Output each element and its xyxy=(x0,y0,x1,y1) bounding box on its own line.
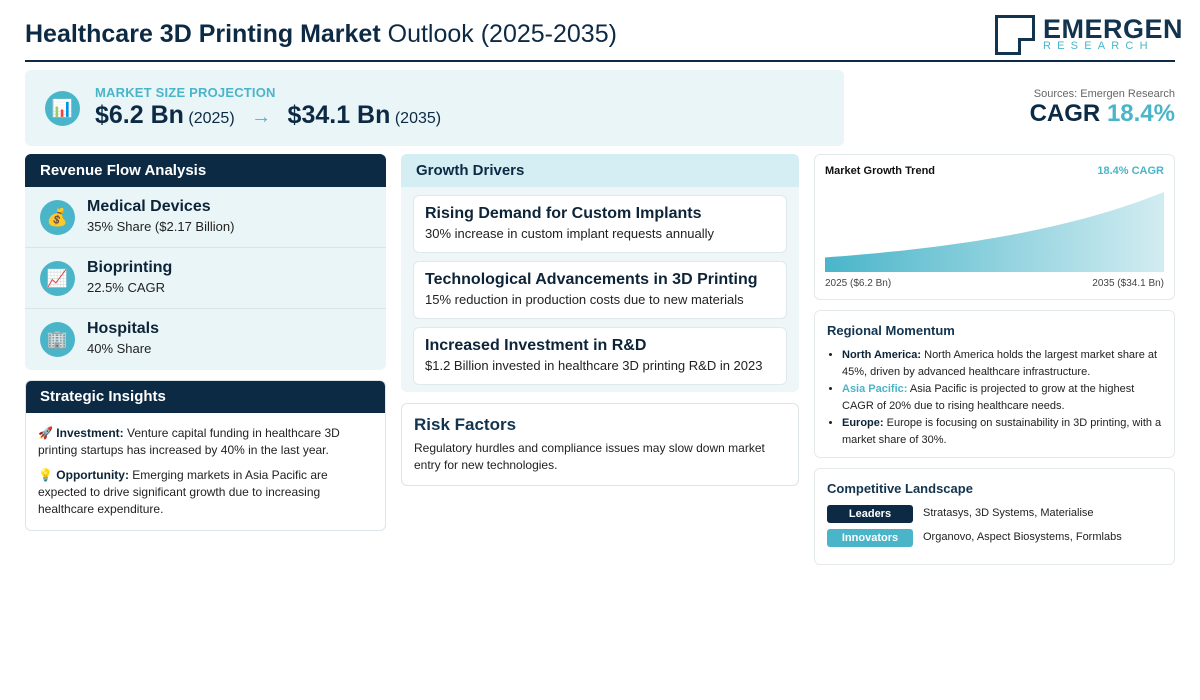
trend-end-label: 2035 ($34.1 Bn) xyxy=(1092,278,1164,289)
list-item: Asia Pacific: Asia Pacific is projected … xyxy=(842,381,1162,414)
start-value: $6.2 Bn xyxy=(95,101,184,129)
regional-momentum-title: Regional Momentum xyxy=(827,323,955,338)
trend-title: Market Growth Trend xyxy=(825,165,936,177)
growth-drivers-title: Growth Drivers xyxy=(401,154,799,187)
rocket-icon: 🚀 xyxy=(38,426,53,440)
revenue-item-desc: 35% Share ($2.17 Billion) xyxy=(87,219,235,234)
growth-driver-card: Technological Advancements in 3D Printin… xyxy=(413,261,787,319)
end-value: $34.1 Bn xyxy=(287,101,391,129)
driver-desc: 30% increase in custom implant requests … xyxy=(425,226,715,241)
revenue-item-desc: 22.5% CAGR xyxy=(87,280,166,295)
insight-label: Investment: xyxy=(56,426,124,440)
region-name: Europe: xyxy=(842,417,884,429)
logo-name: EMERGEN xyxy=(1043,14,1184,44)
revenue-item-name: Bioprinting xyxy=(87,259,173,276)
page-header: Healthcare 3D Printing Market Outlook (2… xyxy=(25,14,1183,62)
growth-driver-card: Rising Demand for Custom Implants 30% in… xyxy=(413,195,787,253)
revenue-item: 📈 Bioprinting 22.5% CAGR xyxy=(25,248,386,309)
insight-label: Opportunity: xyxy=(56,468,129,482)
revenue-item: 💰 Medical Devices 35% Share ($2.17 Billi… xyxy=(25,187,386,248)
region-name: Asia Pacific: xyxy=(842,383,908,395)
page-title: Healthcare 3D Printing Market Outlook (2… xyxy=(25,20,617,49)
risk-factors-desc: Regulatory hurdles and compliance issues… xyxy=(414,441,765,472)
growth-driver-card: Increased Investment in R&D $1.2 Billion… xyxy=(413,327,787,385)
revenue-item-name: Hospitals xyxy=(87,320,160,337)
bar-chart-icon: 📊 xyxy=(45,91,80,126)
region-text: Asia Pacific is projected to grow at the… xyxy=(842,383,1135,412)
insight-text: Venture capital funding in healthcare 3D… xyxy=(38,426,340,457)
strategic-insights-title: Strategic Insights xyxy=(26,381,385,413)
end-year: (2035) xyxy=(394,110,442,127)
risk-factors-panel: Risk Factors Regulatory hurdles and comp… xyxy=(401,403,799,486)
start-year: (2025) xyxy=(188,110,235,127)
strategic-insights-panel: Strategic Insights 🚀 Investment: Venture… xyxy=(25,380,386,531)
growth-area xyxy=(825,192,1164,272)
leaders-names: Stratasys, 3D Systems, Materialise xyxy=(923,507,1094,519)
innovators-badge: Innovators xyxy=(827,529,913,547)
hospital-icon: 🏢 xyxy=(40,322,75,357)
driver-desc: 15% reduction in production costs due to… xyxy=(425,292,744,307)
revenue-flow-panel: Revenue Flow Analysis 💰 Medical Devices … xyxy=(25,154,386,370)
competitive-landscape-title: Competitive Landscape xyxy=(827,481,973,496)
arrow-right-icon: → xyxy=(251,106,272,128)
risk-factors-title: Risk Factors xyxy=(414,415,517,434)
title-bold: Healthcare 3D Printing Market xyxy=(25,20,381,48)
list-item: North America: North America holds the l… xyxy=(842,347,1162,380)
growth-area-chart xyxy=(825,192,1164,272)
insight-item: 🚀 Investment: Venture capital funding in… xyxy=(38,425,373,459)
emergen-logo: EMERGEN RESEARCH xyxy=(995,14,1183,56)
regional-list: North America: North America holds the l… xyxy=(827,347,1162,448)
logo-subtitle: RESEARCH xyxy=(1043,40,1154,52)
trend-start-label: 2025 ($6.2 Bn) xyxy=(825,278,892,289)
regional-momentum-panel: Regional Momentum North America: North A… xyxy=(814,310,1175,458)
cagr-value: 18.4% xyxy=(1106,100,1175,127)
cagr-label: CAGR xyxy=(1029,100,1101,127)
lightbulb-icon: 💡 xyxy=(38,468,53,482)
list-item: Europe: Europe is focusing on sustainabi… xyxy=(842,415,1162,448)
driver-title: Technological Advancements in 3D Printin… xyxy=(425,271,758,288)
region-name: North America: xyxy=(842,349,922,361)
growth-drivers-panel: Growth Drivers Rising Demand for Custom … xyxy=(401,154,799,392)
market-growth-trend-panel: Market Growth Trend 18.4% CAGR 2025 ($6.… xyxy=(814,154,1175,300)
revenue-item-desc: 40% Share xyxy=(87,341,152,356)
insight-text: Emerging markets in Asia Pacific are exp… xyxy=(38,468,328,516)
driver-title: Rising Demand for Custom Implants xyxy=(425,205,702,222)
leaders-badge: Leaders xyxy=(827,505,913,523)
revenue-flow-title: Revenue Flow Analysis xyxy=(25,154,386,187)
revenue-item: 🏢 Hospitals 40% Share xyxy=(25,309,386,370)
trend-cagr: 18.4% CAGR xyxy=(1097,165,1164,177)
logo-mark-icon xyxy=(995,15,1035,55)
driver-title: Increased Investment in R&D xyxy=(425,337,647,354)
driver-desc: $1.2 Billion invested in healthcare 3D p… xyxy=(425,358,763,373)
sources-text: Sources: Emergen Research xyxy=(1033,88,1175,100)
title-rest: Outlook (2025-2035) xyxy=(387,20,617,48)
market-size-label: MARKET SIZE PROJECTION xyxy=(95,85,276,100)
market-size-values: $6.2 Bn (2025) → $34.1 Bn (2035) xyxy=(95,101,441,130)
region-text: Europe is focusing on sustainability in … xyxy=(842,417,1162,446)
revenue-item-name: Medical Devices xyxy=(87,198,211,215)
market-size-banner: 📊 MARKET SIZE PROJECTION $6.2 Bn (2025) … xyxy=(25,70,844,146)
competitive-landscape-panel: Competitive Landscape Leaders Stratasys,… xyxy=(814,468,1175,565)
cagr-headline: CAGR 18.4% xyxy=(1030,100,1175,128)
region-text: North America holds the largest market s… xyxy=(842,349,1158,378)
money-bag-icon: 💰 xyxy=(40,200,75,235)
trend-chart-icon: 📈 xyxy=(40,261,75,296)
strategic-insights-body: 🚀 Investment: Venture capital funding in… xyxy=(26,413,385,518)
insight-item: 💡 Opportunity: Emerging markets in Asia … xyxy=(38,467,373,518)
innovators-names: Organovo, Aspect Biosystems, Formlabs xyxy=(923,531,1122,543)
